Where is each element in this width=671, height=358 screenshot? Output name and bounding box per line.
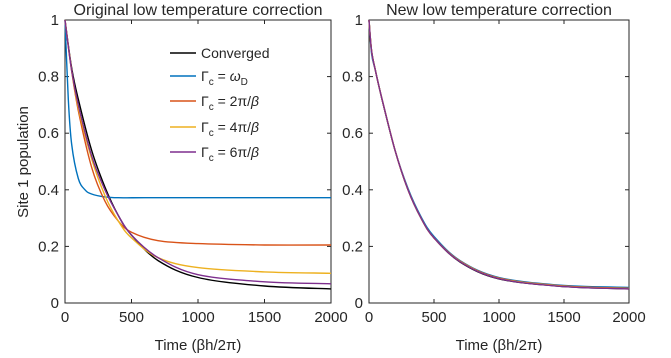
y-tick-label-left-1: 0.2	[38, 238, 59, 255]
y-tick-label-left-3: 0.6	[38, 125, 59, 142]
x-tick-label-right-0: 0	[365, 309, 373, 326]
series-line-right-4	[368, 19, 630, 290]
chart-title-left: Original low temperature correction	[74, 2, 323, 19]
x-tick-label-right-1: 500	[421, 309, 446, 326]
y-axis-label: Site 1 population	[15, 106, 32, 218]
panel-original-correction: Original low temperature correction Site…	[15, 2, 348, 354]
ticks-left: 0 500 1000 1500 2000 0 0.2 0.4 0.6 0.8 1	[38, 12, 348, 326]
x-tick-label-left-2: 1000	[181, 309, 214, 326]
x-tick-label-left-4: 2000	[314, 309, 347, 326]
series-lines-right	[368, 19, 630, 290]
y-tick-label-right-4: 0.8	[342, 69, 363, 86]
y-tick-label-left-2: 0.4	[38, 182, 59, 199]
x-tick-label-right-3: 1500	[547, 309, 580, 326]
y-tick-label-right-3: 0.6	[342, 125, 363, 142]
y-tick-label-left-4: 0.8	[38, 69, 59, 86]
x-tick-label-left-1: 500	[119, 309, 144, 326]
ticks-right: 0 500 1000 1500 2000 0 0.2 0.4 0.6 0.8 1	[342, 12, 646, 326]
x-axis-label-left: Time (βh/2π)	[155, 337, 242, 354]
x-axis-label-right: Time (βh/2π)	[456, 337, 543, 354]
y-tick-label-left-5: 1	[51, 12, 59, 29]
legend-label-6pi-beta: Γc = 6π/β	[201, 144, 259, 164]
legend-item-2pi-beta: Γc = 2π/β	[170, 93, 259, 113]
x-tick-label-left-3: 1500	[248, 309, 281, 326]
y-tick-label-left-0: 0	[51, 295, 59, 312]
x-tick-label-right-4: 2000	[612, 309, 645, 326]
x-tick-label-left-0: 0	[61, 309, 69, 326]
legend-label-converged: Converged	[201, 45, 270, 61]
y-tick-label-right-1: 0.2	[342, 238, 363, 255]
x-tick-label-right-2: 1000	[482, 309, 515, 326]
series-lines-left	[64, 19, 332, 290]
legend-item-converged: Converged	[170, 45, 270, 61]
y-tick-label-right-5: 1	[355, 12, 363, 29]
legend-label-4pi-beta: Γc = 4π/β	[201, 119, 259, 139]
plot-area-left	[64, 19, 332, 304]
legend: Converged Γc = ωD Γc = 2π/β Γc = 4π/β Γc…	[170, 45, 270, 164]
legend-item-4pi-beta: Γc = 4π/β	[170, 119, 259, 139]
series-line-left-1	[64, 19, 331, 199]
panel-new-correction: New low temperature correction Time (βh/…	[342, 2, 646, 354]
legend-label-2pi-beta: Γc = 2π/β	[201, 93, 259, 113]
y-tick-label-right-0: 0	[355, 295, 363, 312]
plot-area-right	[368, 19, 630, 304]
y-tick-label-right-2: 0.4	[342, 182, 363, 199]
series-line-left-4	[64, 19, 332, 285]
legend-item-6pi-beta: Γc = 6π/β	[170, 144, 259, 164]
chart-title-right: New low temperature correction	[386, 2, 612, 19]
